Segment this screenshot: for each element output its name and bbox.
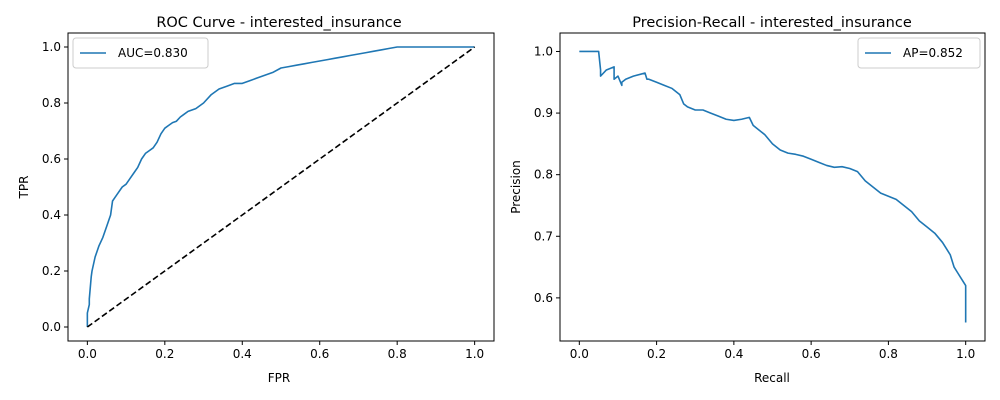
roc-title: ROC Curve - interested_insurance xyxy=(156,15,401,31)
roc-y-tick-label: 0.4 xyxy=(42,208,61,222)
pr-x-tick-label: 0.0 xyxy=(570,347,589,361)
roc-y-tick-label: 0.0 xyxy=(42,320,61,334)
roc-y-axis-label: TPR xyxy=(17,176,31,200)
roc-x-tick-label: 0.0 xyxy=(78,347,97,361)
roc-x-tick-label: 1.0 xyxy=(465,347,484,361)
pr-y-tick-label: 1.0 xyxy=(534,44,553,58)
roc-legend-box xyxy=(72,37,209,69)
roc-y-tick-label: 0.2 xyxy=(42,264,61,278)
pr-chart: Precision-Recall - interested_insurance … xyxy=(509,15,986,385)
pr-x-tick-label: 1.0 xyxy=(956,347,975,361)
pr-x-tick-label: 0.8 xyxy=(879,347,898,361)
pr-series-curve xyxy=(579,50,967,323)
roc-plot-frame xyxy=(67,32,495,342)
pr-y-tick-label: 0.7 xyxy=(534,229,553,243)
roc-chart: ROC Curve - interested_insurance 0.0 0.2 0… xyxy=(17,15,495,385)
roc-y-tick-label: 0.6 xyxy=(42,152,61,166)
pr-y-tick-label: 0.9 xyxy=(534,106,553,120)
pr-legend: AP=0.852 xyxy=(857,37,981,69)
pr-x-axis-label: Recall xyxy=(754,371,790,385)
pr-legend-box xyxy=(857,37,981,69)
roc-series-curve xyxy=(86,46,475,327)
roc-legend-label: AUC=0.830 xyxy=(118,46,188,60)
roc-legend: AUC=0.830 xyxy=(72,37,209,69)
pr-y-tick-label: 0.6 xyxy=(534,291,553,305)
pr-plot-frame xyxy=(559,32,986,342)
roc-y-tick-label: 1.0 xyxy=(42,40,61,54)
roc-x-tick-label: 0.2 xyxy=(155,347,174,361)
roc-x-axis-label: FPR xyxy=(268,371,290,385)
pr-y-axis-label: Precision xyxy=(509,160,523,214)
pr-x-tick-label: 0.4 xyxy=(724,347,743,361)
roc-series-chance-line xyxy=(86,46,476,328)
pr-legend-label: AP=0.852 xyxy=(903,46,963,60)
roc-x-tick-label: 0.6 xyxy=(310,347,329,361)
pr-title: Precision-Recall - interested_insurance xyxy=(632,15,912,31)
roc-x-tick-label: 0.8 xyxy=(388,347,407,361)
pr-x-tick-label: 0.2 xyxy=(647,347,666,361)
pr-x-tick-label: 0.6 xyxy=(802,347,821,361)
roc-x-tick-label: 0.4 xyxy=(233,347,252,361)
roc-y-tick-label: 0.8 xyxy=(42,96,61,110)
pr-y-tick-label: 0.8 xyxy=(534,168,553,182)
